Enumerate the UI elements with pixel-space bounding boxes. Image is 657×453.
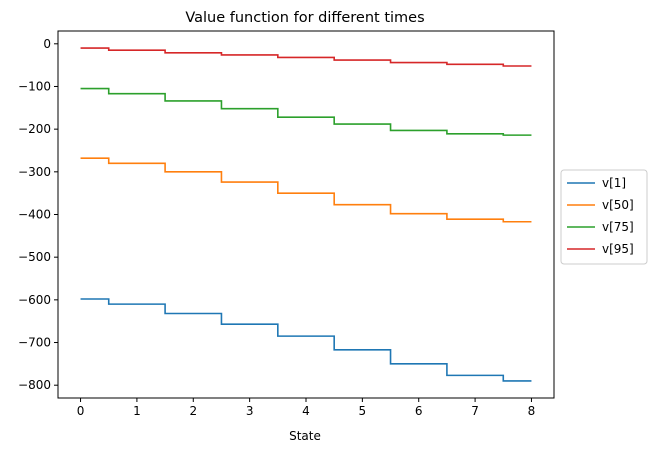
x-tick-label: 4 xyxy=(302,404,310,418)
y-tick-label: −300 xyxy=(18,165,51,179)
series-line-0 xyxy=(80,298,532,382)
legend-label-0: v[1] xyxy=(602,176,626,190)
chart-title: Value function for different times xyxy=(185,10,424,26)
plot-area xyxy=(57,30,555,399)
y-tick-label: −500 xyxy=(18,250,51,264)
x-tick-label: 0 xyxy=(77,404,85,418)
legend-box xyxy=(560,169,648,265)
y-tick-label: −800 xyxy=(18,378,51,392)
x-tick-label: 5 xyxy=(359,404,367,418)
series-line-2 xyxy=(80,87,532,136)
y-tick-label: −100 xyxy=(18,79,51,93)
axes-frame xyxy=(57,30,555,399)
y-tick-label: 0 xyxy=(43,37,51,51)
series-line-1 xyxy=(80,157,532,223)
y-tick-label: −700 xyxy=(18,336,51,350)
x-tick-label: 7 xyxy=(471,404,479,418)
y-axis-ticks: 0 −100 −200 −300 −400 −500 −600 −700 −800 xyxy=(18,37,58,392)
legend-label-2: v[75] xyxy=(602,220,634,234)
x-tick-label: 1 xyxy=(133,404,141,418)
series-line-3 xyxy=(80,47,532,67)
legend-label-1: v[50] xyxy=(602,198,634,212)
legend-label-3: v[95] xyxy=(602,242,634,256)
y-tick-label: −400 xyxy=(18,208,51,222)
x-tick-label: 6 xyxy=(415,404,423,418)
x-tick-label: 8 xyxy=(528,404,536,418)
y-tick-label: −600 xyxy=(18,293,51,307)
x-tick-label: 2 xyxy=(189,404,197,418)
y-tick-label: −200 xyxy=(18,122,51,136)
legend: v[1] v[50] v[75] v[95] xyxy=(560,169,648,265)
x-tick-label: 3 xyxy=(246,404,254,418)
x-axis-label: State xyxy=(289,429,321,443)
x-axis-ticks: 0 1 2 3 4 5 6 7 8 xyxy=(77,398,536,418)
